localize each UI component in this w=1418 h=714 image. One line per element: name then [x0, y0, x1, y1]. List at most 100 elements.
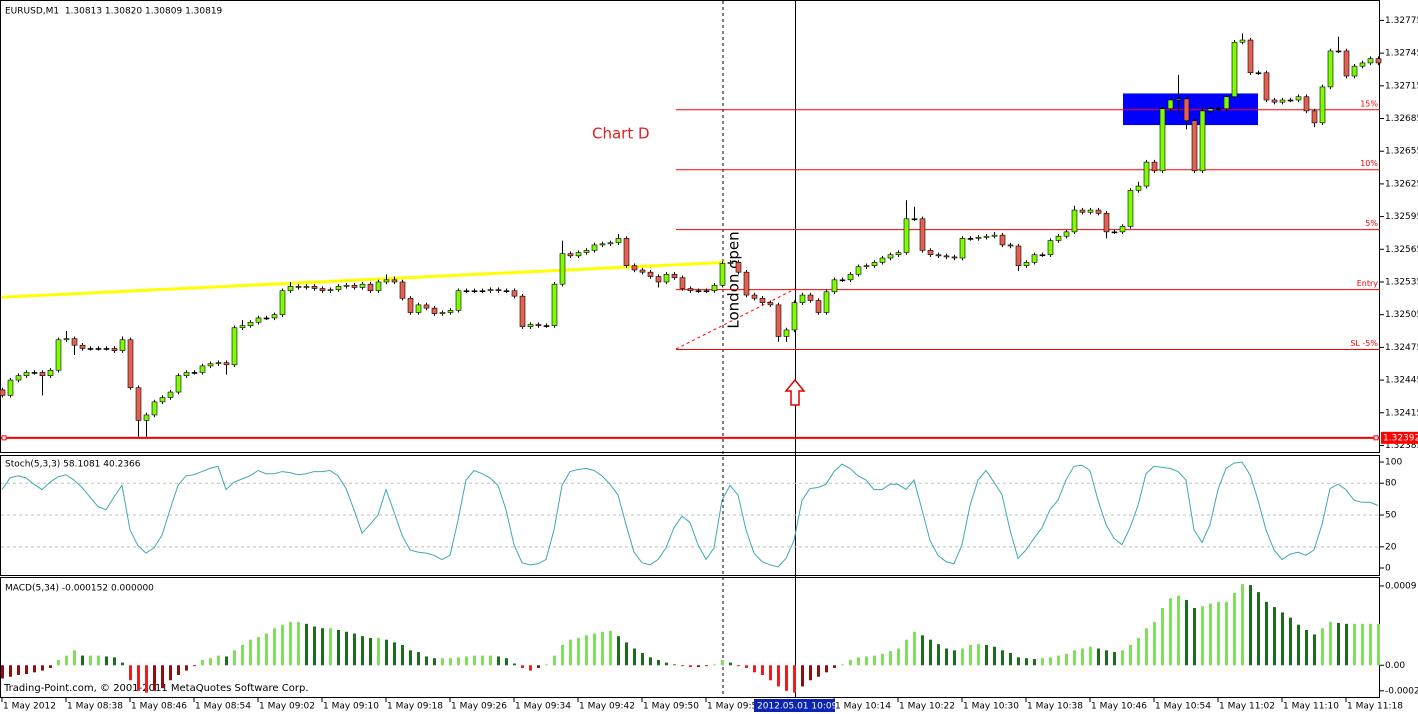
- candle-body: [759, 298, 766, 303]
- macd-bar: [993, 646, 996, 666]
- candle-body: [295, 286, 302, 288]
- candle-body: [279, 290, 286, 315]
- macd-bar: [793, 665, 796, 693]
- macd-bar: [865, 656, 868, 666]
- x-tick-label: 1 May 10:30: [963, 702, 1019, 712]
- macd-bar: [465, 656, 468, 666]
- macd-bar: [1025, 658, 1028, 666]
- macd-bar: [857, 657, 860, 666]
- candle-body: [1007, 244, 1014, 247]
- macd-bar: [873, 655, 876, 666]
- candle-body: [1231, 41, 1238, 98]
- candle-body: [223, 362, 230, 366]
- x-tick-label: 1 May 10:46: [1091, 702, 1147, 712]
- candle-body: [1071, 209, 1078, 233]
- candle-body: [231, 327, 238, 366]
- candle-body: [263, 317, 270, 320]
- macd-bar: [689, 665, 692, 668]
- y-tick-label: 1.32715: [1385, 81, 1418, 91]
- candle-body: [671, 274, 678, 278]
- candle-body: [1207, 108, 1214, 112]
- y-tick-label: 0: [1385, 564, 1391, 574]
- candle-body: [831, 279, 838, 293]
- candle-body: [911, 218, 918, 221]
- candle-body: [383, 279, 390, 283]
- candle-body: [783, 329, 790, 337]
- macd-bar: [425, 656, 428, 666]
- macd-bar: [193, 665, 196, 667]
- macd-bar: [1105, 650, 1108, 666]
- macd-bar: [569, 639, 572, 666]
- candle-body: [31, 372, 38, 374]
- candle-body: [1255, 72, 1262, 75]
- candle-body: [111, 348, 118, 351]
- macd-bar: [273, 628, 276, 666]
- x-tick-label: 1 May 10:54: [1155, 702, 1211, 712]
- macd-bar: [449, 658, 452, 666]
- candle-body: [751, 294, 758, 299]
- candle-body: [175, 375, 182, 393]
- macd-bar: [833, 665, 836, 668]
- y-tick-label: 1.32475: [1385, 343, 1418, 353]
- macd-bar: [377, 637, 380, 666]
- macd-bar: [1113, 652, 1116, 666]
- macd-bar: [1137, 637, 1140, 666]
- macd-bar: [657, 659, 660, 666]
- macd-bar: [897, 648, 900, 666]
- candle-body: [1063, 231, 1070, 237]
- y-tick-label: 1.32685: [1385, 114, 1418, 124]
- candle-body: [255, 317, 262, 323]
- macd-bar: [761, 665, 764, 675]
- macd-bar: [641, 652, 644, 666]
- candle-body: [567, 253, 574, 257]
- macd-bar: [409, 650, 412, 666]
- macd-bar: [921, 635, 924, 666]
- candle-body: [199, 365, 206, 373]
- candle-body: [127, 339, 134, 389]
- macd-bar: [345, 631, 348, 666]
- macd-bar: [961, 648, 964, 666]
- candle-body: [887, 254, 894, 259]
- x-tick-label: 1 May 2012: [3, 702, 56, 712]
- macd-bar: [385, 639, 388, 666]
- candle-body: [1191, 120, 1198, 172]
- macd-bar: [185, 665, 188, 671]
- candle-body: [47, 369, 54, 377]
- candle-body: [999, 234, 1006, 246]
- macd-bar: [9, 665, 12, 677]
- candle-body: [415, 304, 422, 313]
- candle-body: [1343, 50, 1350, 77]
- macd-bar: [81, 655, 84, 666]
- candle-body: [711, 284, 718, 292]
- candle-body: [207, 363, 214, 367]
- macd-bar: [201, 659, 204, 666]
- candle-body: [439, 312, 446, 314]
- macd-bar: [1089, 646, 1092, 666]
- x-tick-label: 1 May 10:14: [835, 702, 891, 712]
- macd-bar: [1153, 622, 1156, 666]
- candle-body: [919, 218, 926, 251]
- macd-bar: [337, 630, 340, 666]
- candle-body: [1175, 98, 1182, 101]
- macd-bar: [129, 665, 132, 681]
- candle-body: [15, 375, 22, 381]
- candle-body: [463, 290, 470, 293]
- candle-body: [87, 348, 94, 350]
- y-tick-label: 1.32505: [1385, 310, 1418, 320]
- macd-bar: [313, 626, 316, 666]
- macd-bar: [849, 659, 852, 666]
- candle-body: [935, 254, 942, 257]
- level-label: SL -5%: [1350, 339, 1378, 348]
- candle-body: [7, 379, 14, 396]
- macd-bar: [1049, 657, 1052, 666]
- candle-body: [927, 250, 934, 256]
- macd-bar: [1329, 622, 1332, 666]
- macd-bar: [625, 642, 628, 666]
- candle-body: [679, 277, 686, 289]
- macd-bar: [785, 665, 788, 691]
- macd-bar: [1177, 595, 1180, 666]
- candle-body: [487, 289, 494, 292]
- macd-bar: [737, 665, 740, 667]
- candle-body: [687, 288, 694, 292]
- macd-bar: [417, 652, 420, 666]
